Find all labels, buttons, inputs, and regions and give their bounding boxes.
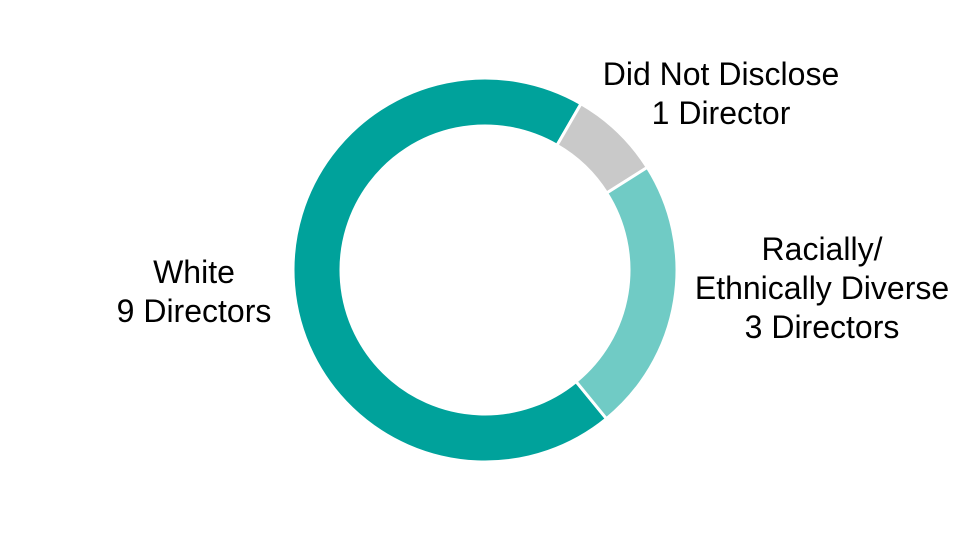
label-did-not-disclose-line2: 1 Director	[651, 95, 791, 131]
label-did-not-disclose: Did Not Disclose 1 Director	[571, 55, 871, 133]
donut-ring	[291, 76, 679, 464]
label-white-line2: 9 Directors	[116, 293, 272, 329]
label-white-line1: White	[153, 254, 235, 290]
label-racially-ethnically-diverse: Racially/ Ethnically Diverse 3 Directors	[672, 230, 972, 347]
donut-slice-white	[291, 76, 608, 464]
label-white: White 9 Directors	[44, 253, 344, 331]
label-did-not-disclose-line1: Did Not Disclose	[602, 56, 840, 92]
donut-slice-racially-ethnically-diverse	[574, 165, 679, 421]
label-diverse-line3: 3 Directors	[744, 309, 900, 345]
label-diverse-line1: Racially/	[761, 231, 883, 267]
label-diverse-line2: Ethnically Diverse	[694, 270, 950, 306]
